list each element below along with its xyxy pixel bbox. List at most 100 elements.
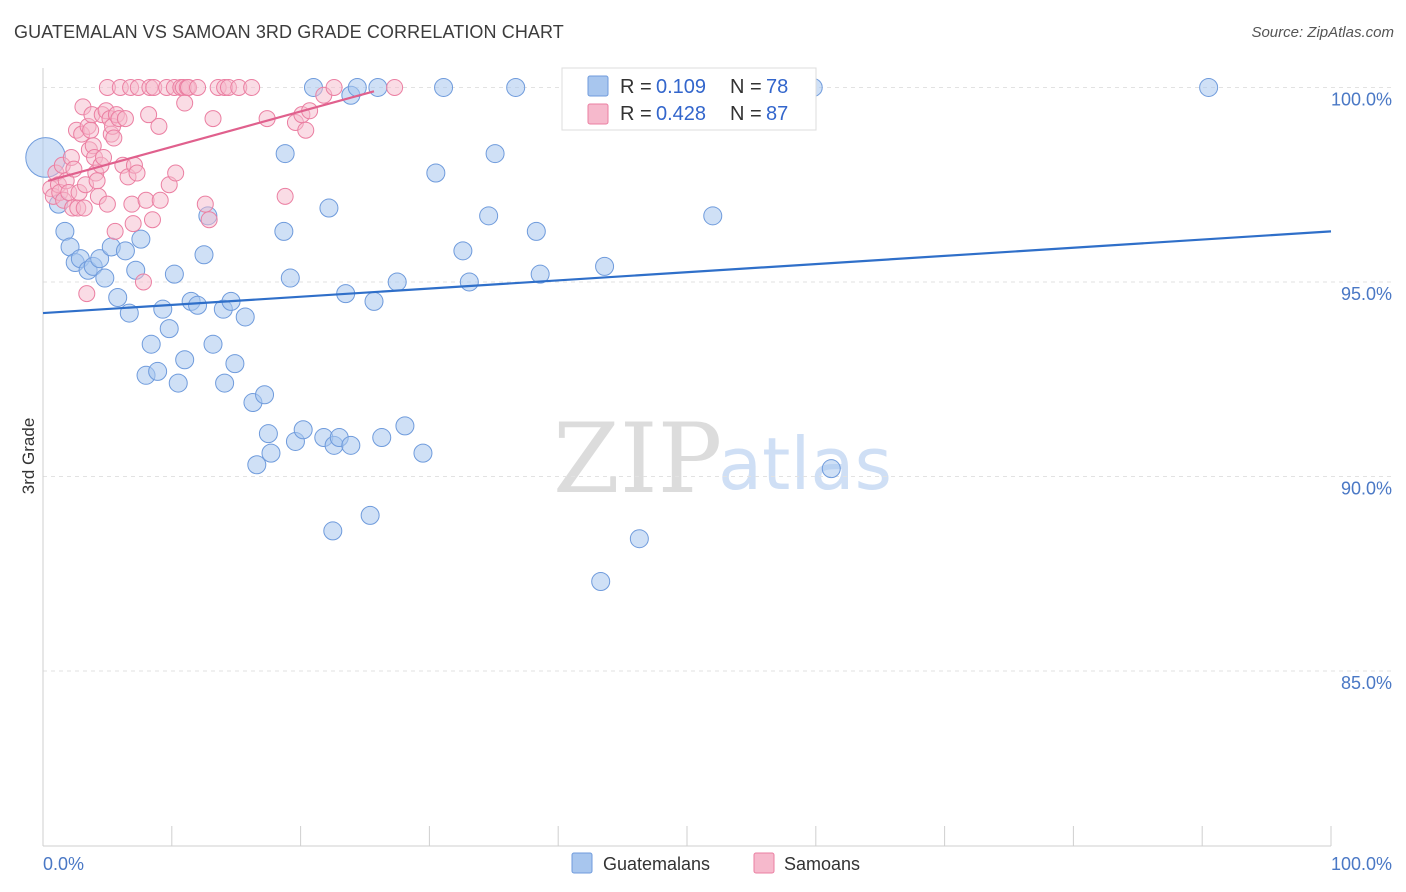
guatemalans-point: [148, 361, 168, 381]
y-axis-label: 3rd Grade: [19, 418, 38, 495]
guatemalans-point: [203, 334, 223, 354]
guatemalans-point: [506, 77, 526, 97]
x-tick-label-end: 100.0%: [1331, 854, 1392, 874]
guatemalans-point: [215, 373, 235, 393]
guatemalans-point: [1199, 77, 1219, 97]
samoans-point: [98, 195, 116, 213]
samoans-point: [128, 164, 146, 182]
legend-label-samoans: Samoans: [784, 854, 860, 874]
samoans-point: [243, 78, 261, 96]
guatemalans-point: [485, 144, 505, 164]
stats-n-value-1: 78: [766, 76, 788, 98]
guatemalans-point: [434, 77, 454, 97]
guatemalans-point: [591, 571, 611, 591]
guatemalans-point: [530, 264, 550, 284]
samoans-point: [134, 273, 152, 291]
bottom-legend: Guatemalans Samoans: [571, 852, 860, 874]
guatemalans-point: [323, 521, 343, 541]
chart-source: Source: ZipAtlas.com: [1251, 24, 1394, 41]
guatemalans-point: [194, 245, 214, 265]
samoans-point: [204, 110, 222, 128]
guatemalans-point: [319, 198, 339, 218]
guatemalans-point: [258, 424, 278, 444]
guatemalans-point: [360, 505, 380, 525]
guatemalans-point: [479, 206, 499, 226]
samoans-point: [297, 121, 315, 139]
samoans-point: [116, 110, 134, 128]
guatemalans-point: [595, 256, 615, 276]
x-tick-labels: 0.0% 100.0%: [42, 826, 1392, 874]
stats-legend-swatch-guatemalans: [587, 75, 609, 97]
guatemalans-point: [159, 319, 179, 339]
legend-label-guatemalans: Guatemalans: [603, 854, 710, 874]
stats-r-label-2: R =: [620, 103, 652, 125]
guatemalans-point: [413, 443, 433, 463]
samoans-point: [78, 285, 96, 303]
guatemalans-point: [364, 291, 384, 311]
series-samoans: [42, 78, 404, 303]
guatemalans-point: [108, 288, 128, 308]
y-tick-label: 85.0%: [1341, 673, 1392, 693]
guatemalans-point: [341, 435, 361, 455]
y-tick-label: 95.0%: [1341, 284, 1392, 304]
guatemalans-point: [247, 455, 267, 475]
x-tick-label-start: 0.0%: [43, 854, 84, 874]
guatemalans-point: [372, 428, 392, 448]
stats-r-label-1: R =: [620, 76, 652, 98]
stats-legend: R = 0.109 N = 78 R = 0.428 N = 87: [561, 67, 817, 131]
stats-r-value-1: 0.109: [656, 76, 706, 98]
guatemalans-point: [368, 77, 388, 97]
samoans-point: [82, 121, 100, 139]
trend-lines: [42, 90, 1332, 315]
guatemalans-point: [426, 163, 446, 183]
samoans-point: [143, 211, 161, 229]
samoans-point: [386, 78, 404, 96]
samoans-point: [123, 195, 141, 213]
guatemalans-point: [164, 264, 184, 284]
samoans-point: [88, 172, 106, 190]
guatemalans-trend-line: [42, 230, 1332, 315]
guatemalans-point: [255, 385, 275, 405]
legend-swatch-guatemalans: [571, 852, 593, 874]
y-tick-label: 100.0%: [1331, 89, 1392, 109]
stats-r-value-2: 0.428: [656, 103, 706, 125]
samoans-point: [176, 94, 194, 112]
samoans-point: [200, 211, 218, 229]
samoans-point: [196, 195, 214, 213]
watermark-atlas: atlas: [718, 422, 892, 506]
guatemalans-point: [274, 221, 294, 241]
chart-title: GUATEMALAN VS SAMOAN 3RD GRADE CORRELATI…: [14, 22, 564, 42]
guatemalans-point: [459, 272, 479, 292]
guatemalans-point: [225, 354, 245, 374]
guatemalans-point: [175, 350, 195, 370]
guatemalans-point: [153, 299, 173, 319]
guatemalans-point: [280, 268, 300, 288]
guatemalans-point: [141, 334, 161, 354]
watermark-zip: ZIP: [553, 403, 722, 515]
stats-n-label-1: N =: [730, 76, 762, 98]
guatemalans-point: [115, 241, 135, 261]
guatemalans-point: [395, 416, 415, 436]
samoans-point: [276, 187, 294, 205]
guatemalans-point: [131, 229, 151, 249]
legend-swatch-samoans: [753, 852, 775, 874]
samoans-point: [106, 222, 124, 240]
stats-n-value-2: 87: [766, 103, 788, 125]
samoans-point: [150, 117, 168, 135]
samoans-point: [124, 215, 142, 233]
y-tick-labels: 85.0% 90.0% 95.0% 100.0%: [1331, 89, 1392, 693]
samoans-point: [75, 199, 93, 217]
guatemalans-point: [168, 373, 188, 393]
guatemalans-point: [275, 144, 295, 164]
guatemalans-point: [95, 268, 115, 288]
samoans-point: [189, 78, 207, 96]
guatemalans-point: [90, 249, 110, 269]
guatemalans-point: [261, 443, 281, 463]
guatemalans-point: [703, 206, 723, 226]
samoans-point: [325, 78, 343, 96]
samoans-point: [151, 191, 169, 209]
guatemalans-point: [629, 529, 649, 549]
guatemalans-point: [526, 221, 546, 241]
samoans-trend-line: [47, 90, 375, 182]
